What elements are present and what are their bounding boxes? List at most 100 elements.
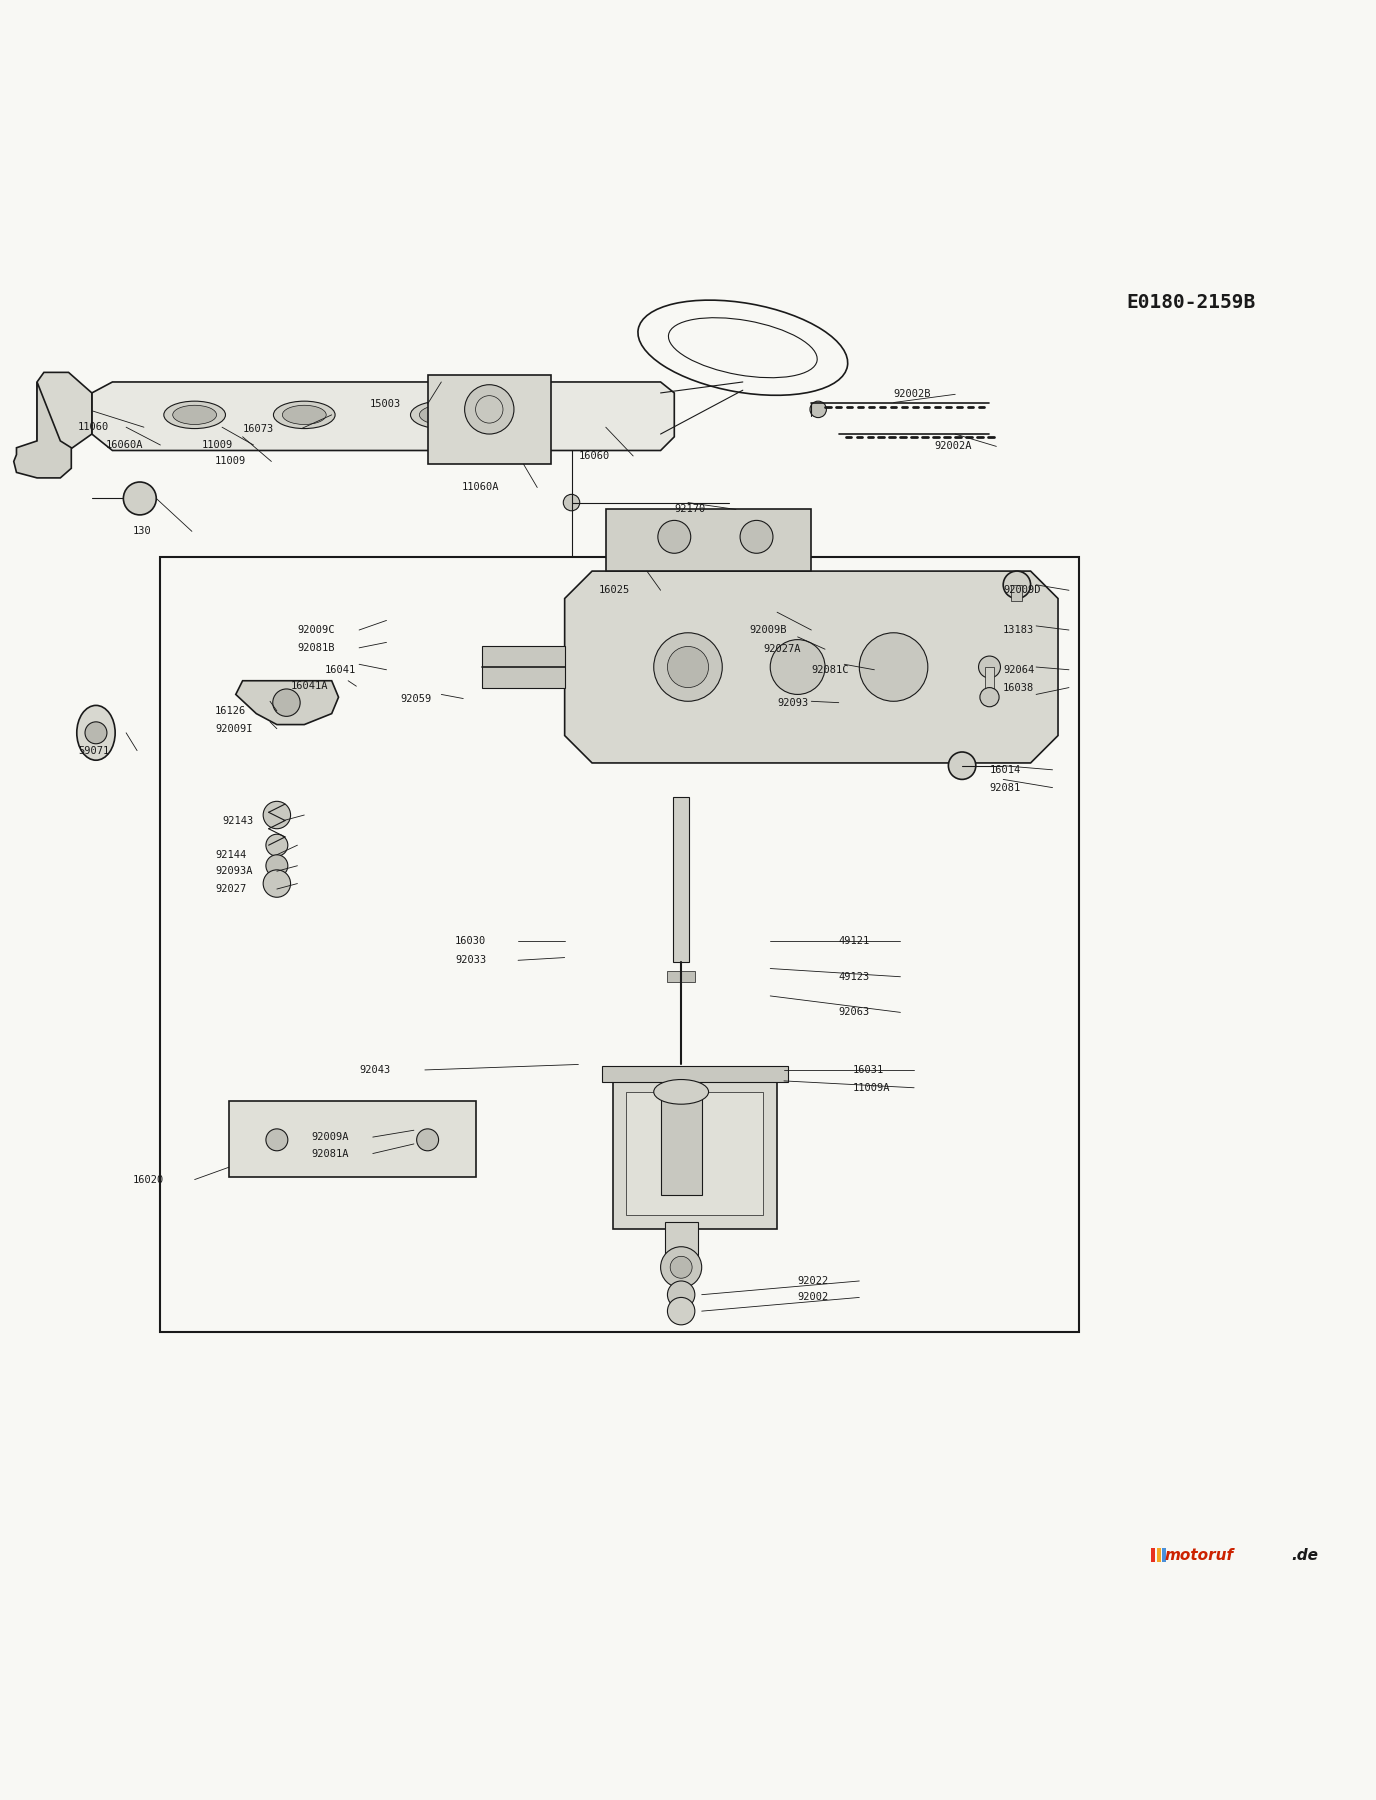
Circle shape <box>810 401 827 418</box>
Ellipse shape <box>410 401 472 428</box>
Text: 92002: 92002 <box>798 1292 828 1303</box>
Text: 92009B: 92009B <box>750 625 787 635</box>
Bar <box>673 797 689 961</box>
Text: 92063: 92063 <box>839 1008 870 1017</box>
Circle shape <box>654 634 722 702</box>
Text: 13183: 13183 <box>1003 625 1035 635</box>
Text: 92009C: 92009C <box>297 625 334 635</box>
Ellipse shape <box>164 401 226 428</box>
Circle shape <box>660 1247 702 1287</box>
Text: 16020: 16020 <box>133 1175 164 1184</box>
Ellipse shape <box>77 706 116 760</box>
Circle shape <box>740 520 773 553</box>
Ellipse shape <box>173 405 216 425</box>
Text: 11009A: 11009A <box>853 1084 890 1093</box>
Bar <box>1011 585 1022 601</box>
Bar <box>667 972 695 983</box>
Polygon shape <box>564 571 1058 763</box>
Text: 11009: 11009 <box>201 439 233 450</box>
Circle shape <box>670 1256 692 1278</box>
Circle shape <box>667 1298 695 1325</box>
Text: 92064: 92064 <box>1003 664 1035 675</box>
Circle shape <box>667 1282 695 1309</box>
Bar <box>161 558 1079 1332</box>
Text: 16041: 16041 <box>325 664 356 675</box>
Text: 59071: 59071 <box>78 745 110 756</box>
Text: 92093A: 92093A <box>215 866 253 877</box>
Text: 92002B: 92002B <box>893 389 932 400</box>
Bar <box>1163 1548 1167 1562</box>
Bar <box>985 668 993 695</box>
Bar <box>1152 1548 1156 1562</box>
Text: 92081: 92081 <box>989 783 1021 792</box>
Text: 92043: 92043 <box>359 1066 391 1075</box>
Circle shape <box>948 752 976 779</box>
Circle shape <box>978 655 1000 679</box>
Bar <box>428 374 550 464</box>
Text: 92059: 92059 <box>400 693 432 704</box>
Text: .de: .de <box>1291 1548 1318 1562</box>
Text: 16038: 16038 <box>1003 682 1035 693</box>
Circle shape <box>859 634 927 702</box>
Polygon shape <box>235 680 338 725</box>
Text: 92170: 92170 <box>674 504 706 515</box>
Text: motoruf: motoruf <box>1165 1548 1234 1562</box>
Text: 16060: 16060 <box>578 452 610 461</box>
Polygon shape <box>14 382 72 479</box>
Circle shape <box>263 801 290 828</box>
Circle shape <box>658 520 691 553</box>
Text: 16031: 16031 <box>853 1066 883 1075</box>
Polygon shape <box>92 382 674 450</box>
Text: 92009I: 92009I <box>215 724 253 734</box>
Text: 16060A: 16060A <box>106 439 143 450</box>
Text: 130: 130 <box>133 526 151 536</box>
Circle shape <box>263 869 290 896</box>
Text: 92009A: 92009A <box>311 1132 348 1141</box>
Bar <box>1157 1548 1161 1562</box>
Text: 92144: 92144 <box>215 850 246 860</box>
Text: 49123: 49123 <box>839 972 870 981</box>
Circle shape <box>124 482 157 515</box>
Circle shape <box>266 855 288 877</box>
Text: 16014: 16014 <box>989 765 1021 774</box>
Bar <box>605 509 812 571</box>
Ellipse shape <box>282 405 326 425</box>
Bar <box>626 1093 764 1215</box>
Ellipse shape <box>420 405 464 425</box>
Text: 92093: 92093 <box>777 698 808 707</box>
Text: 16030: 16030 <box>455 936 486 947</box>
Circle shape <box>85 722 107 743</box>
Circle shape <box>980 688 999 707</box>
Text: 11009: 11009 <box>215 457 246 466</box>
Bar <box>601 1066 788 1082</box>
Bar <box>665 1222 698 1256</box>
Circle shape <box>417 1129 439 1150</box>
Text: 92143: 92143 <box>222 815 253 826</box>
Circle shape <box>272 689 300 716</box>
Text: 92081B: 92081B <box>297 643 334 653</box>
Text: 92002A: 92002A <box>934 441 973 452</box>
Text: 92022: 92022 <box>798 1276 828 1285</box>
Circle shape <box>563 495 579 511</box>
Ellipse shape <box>654 1080 709 1103</box>
Bar <box>612 1071 777 1229</box>
Text: 16025: 16025 <box>599 585 630 596</box>
Text: E0180-2159B: E0180-2159B <box>1127 293 1256 311</box>
Text: 49121: 49121 <box>839 936 870 947</box>
Circle shape <box>667 646 709 688</box>
Text: 16073: 16073 <box>242 423 274 434</box>
Text: 16041A: 16041A <box>290 680 327 691</box>
Bar <box>228 1102 476 1177</box>
Polygon shape <box>37 373 92 450</box>
Text: 11060: 11060 <box>78 423 110 432</box>
Text: 92027: 92027 <box>215 884 246 895</box>
Circle shape <box>266 833 288 857</box>
Circle shape <box>465 385 515 434</box>
Circle shape <box>266 1129 288 1150</box>
Text: 11060A: 11060A <box>462 482 499 493</box>
Ellipse shape <box>274 401 336 428</box>
Text: 15003: 15003 <box>370 400 402 409</box>
Circle shape <box>1003 571 1031 599</box>
Text: 16126: 16126 <box>215 706 246 716</box>
Circle shape <box>771 639 826 695</box>
